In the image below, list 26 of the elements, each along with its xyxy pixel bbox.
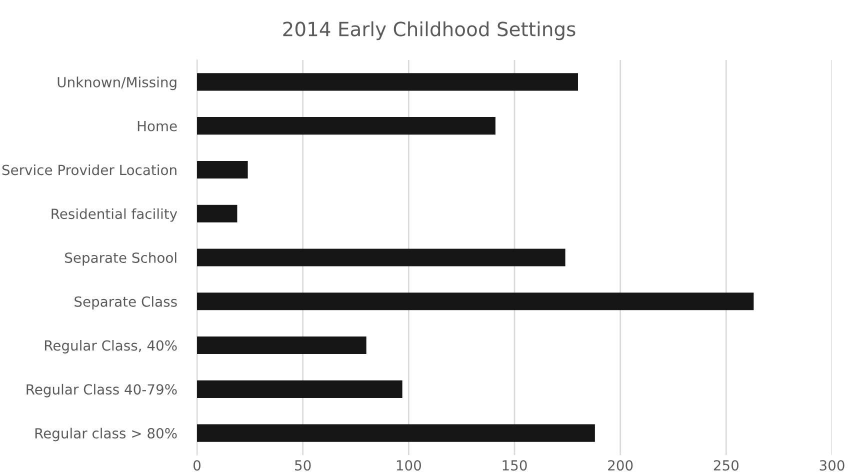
bar: [197, 424, 595, 442]
bar: [197, 380, 402, 398]
bar: [197, 73, 578, 91]
y-tick-label: Separate Class: [74, 296, 177, 310]
x-tick-label: 50: [295, 460, 311, 471]
x-tick-label: 200: [608, 460, 633, 471]
x-tick-label: 0: [193, 460, 200, 471]
y-tick-label: Regular class > 80%: [35, 428, 177, 442]
y-tick-label: Regular Class 40-79%: [26, 384, 177, 398]
y-tick-label: Residential facility: [52, 208, 178, 222]
x-tick-label: 150: [502, 460, 527, 471]
y-tick-label: Separate School: [65, 252, 176, 266]
y-tick-label: Service Provider Location: [2, 164, 176, 176]
bar: [197, 248, 566, 266]
bar: [197, 336, 366, 354]
x-tick-label: 300: [820, 460, 844, 471]
y-tick-label: Home: [138, 120, 177, 132]
bar: [197, 292, 754, 310]
bar: [197, 204, 238, 222]
bar: [197, 160, 248, 178]
chart-title: 2014 Early Childhood Settings: [283, 21, 576, 40]
bar: [197, 117, 496, 135]
x-tick-label: 100: [396, 460, 421, 471]
y-tick-label: Regular Class, 40%: [44, 340, 177, 354]
y-tick-label: Unknown/Missing: [58, 76, 176, 90]
x-tick-label: 250: [714, 460, 738, 471]
